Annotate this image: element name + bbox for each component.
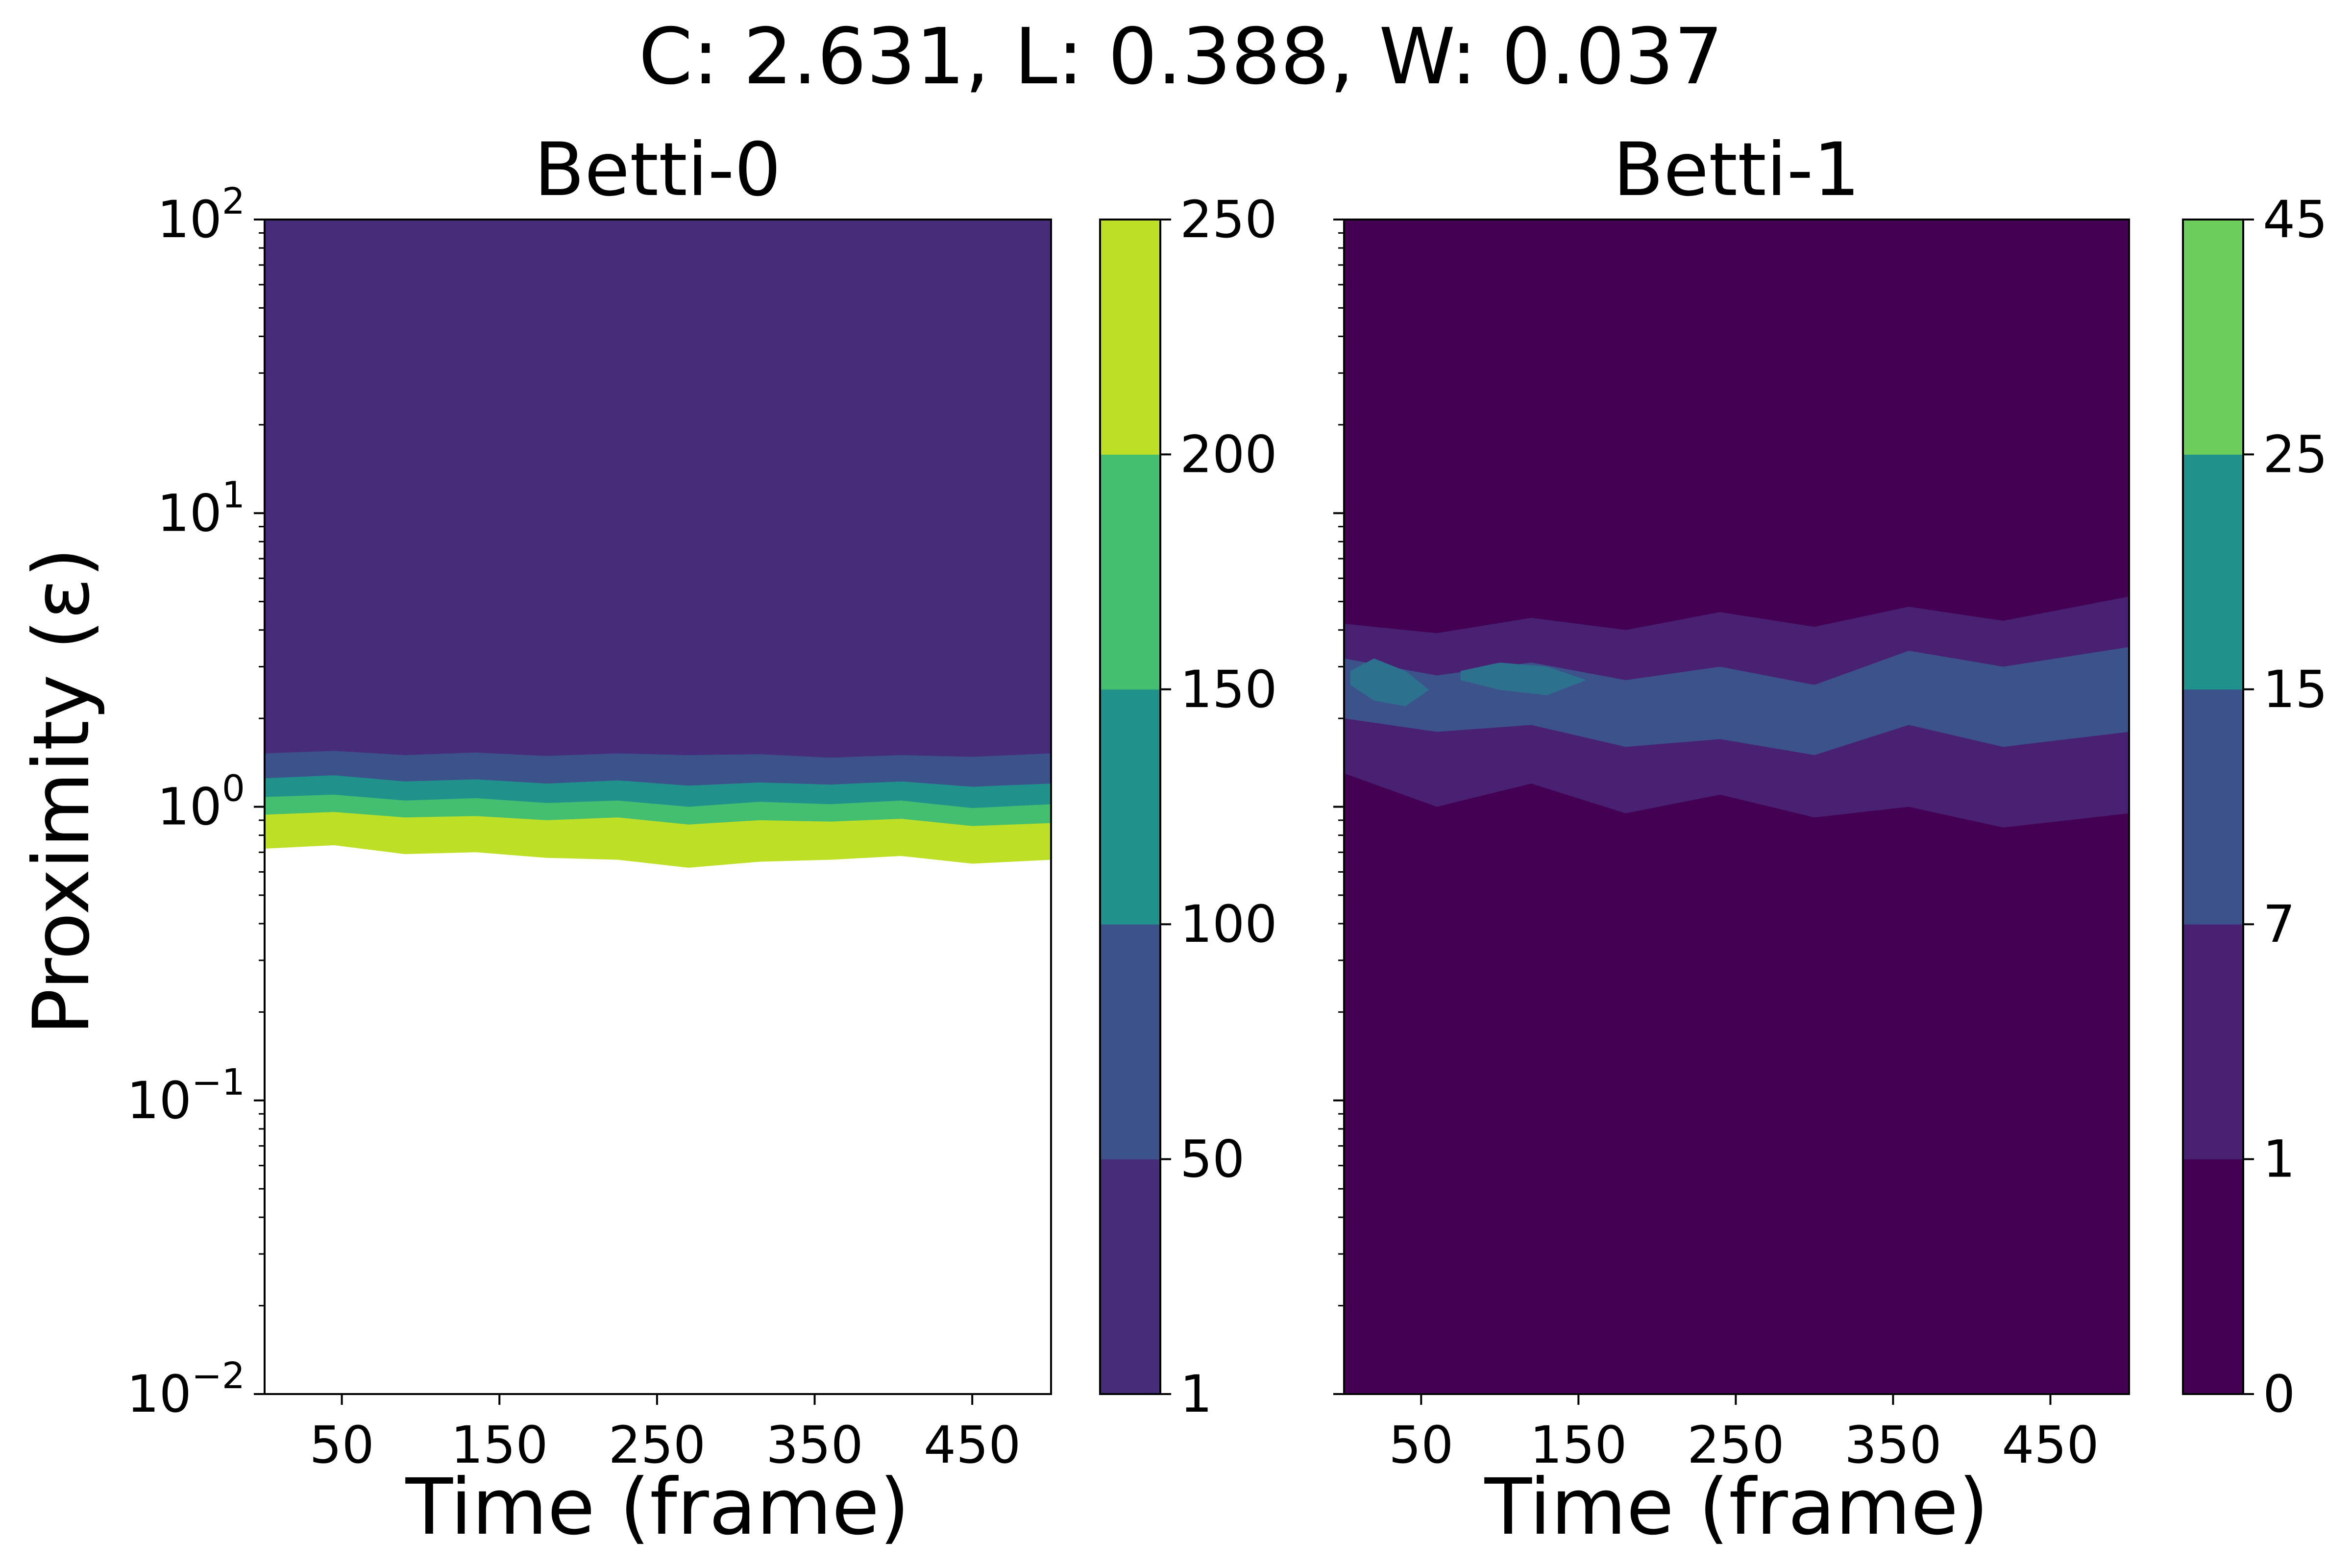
colorbar-tick-label: 1 bbox=[2263, 1129, 2295, 1189]
x-tick-label: 250 bbox=[1687, 1415, 1785, 1475]
colorbar-tick-label: 15 bbox=[2263, 660, 2328, 719]
x-tick-label: 450 bbox=[924, 1415, 1021, 1475]
contour-layer bbox=[265, 220, 1051, 1394]
colorbar-segment bbox=[1100, 454, 1160, 690]
y-tick-label: 101 bbox=[157, 474, 245, 543]
colorbar-segment bbox=[2183, 1159, 2243, 1395]
colorbar-frame bbox=[1099, 219, 1161, 1395]
colorbar-segment bbox=[1100, 924, 1160, 1160]
colorbar-tick-label: 100 bbox=[1180, 894, 1277, 954]
betti-0-xlabel: Time (frame) bbox=[405, 1462, 910, 1552]
colorbar-segment bbox=[2183, 454, 2243, 690]
colorbar-tick-label: 0 bbox=[2263, 1364, 2295, 1424]
colorbar-segment bbox=[2183, 924, 2243, 1160]
betti-1-y-axis bbox=[1333, 219, 1344, 1395]
colorbar-tick-label: 7 bbox=[2263, 894, 2295, 954]
contour-layer bbox=[1344, 220, 2129, 1394]
colorbar-segment bbox=[1100, 689, 1160, 925]
x-tick-label: 350 bbox=[766, 1415, 863, 1475]
x-tick-label: 50 bbox=[309, 1415, 374, 1475]
colorbar-segment bbox=[2183, 220, 2243, 455]
colorbar-segment bbox=[1100, 220, 1160, 455]
x-tick-label: 150 bbox=[1530, 1415, 1627, 1475]
y-tick-label: 10−1 bbox=[127, 1061, 245, 1130]
betti-1-panel: Betti-1 50 150 250 350 450 Time (frame) 0 1 7 1… bbox=[1333, 127, 2328, 1552]
colorbar-tick-label: 45 bbox=[2263, 190, 2328, 249]
contour-band-15-patch bbox=[1460, 662, 1587, 695]
betti-1-plot-area bbox=[1343, 219, 2130, 1395]
betti-1-title: Betti-1 bbox=[1613, 127, 1860, 213]
x-tick-label: 50 bbox=[1389, 1415, 1453, 1475]
colorbar-tick-label: 25 bbox=[2263, 424, 2328, 484]
betti-0-ylabel: Proximity (ε) bbox=[17, 547, 107, 1035]
colorbar-tick-label: 50 bbox=[1180, 1129, 1245, 1189]
betti-1-colorbar: 0 1 7 15 25 45 bbox=[2182, 190, 2328, 1424]
contour-band-50 bbox=[265, 220, 1051, 758]
betti-0-y-axis: 10−2 10−1 100 101 102 bbox=[127, 180, 265, 1424]
betti-0-plot-area bbox=[264, 219, 1052, 1395]
x-tick-label: 250 bbox=[609, 1415, 706, 1475]
betti-1-x-axis: 50 150 250 350 450 bbox=[1389, 1394, 2099, 1475]
y-tick-label: 10−2 bbox=[127, 1355, 245, 1424]
colorbar-frame bbox=[2182, 219, 2244, 1395]
betti-1-xlabel: Time (frame) bbox=[1484, 1462, 1989, 1552]
colorbar-tick-label: 150 bbox=[1180, 660, 1277, 719]
colorbar-tick-label: 1 bbox=[1180, 1364, 1212, 1424]
x-tick-label: 150 bbox=[451, 1415, 548, 1475]
betti-0-panel: Betti-0 50 150 250 350 450 10−210−1100101102… bbox=[17, 127, 1277, 1552]
colorbar-segment bbox=[2183, 689, 2243, 925]
y-tick-label: 102 bbox=[157, 180, 245, 249]
x-tick-label: 350 bbox=[1844, 1415, 1942, 1475]
colorbar-tick-label: 250 bbox=[1180, 190, 1277, 249]
colorbar-tick-label: 200 bbox=[1180, 424, 1277, 484]
betti-0-title: Betti-0 bbox=[534, 127, 781, 213]
contour-band-15-patch bbox=[1350, 658, 1429, 707]
figure-suptitle: C: 2.631, L: 0.388, W: 0.037 bbox=[638, 12, 1723, 102]
x-tick-label: 450 bbox=[2002, 1415, 2099, 1475]
colorbar-segment bbox=[1100, 1159, 1160, 1395]
betti-0-x-axis: 50 150 250 350 450 bbox=[309, 1394, 1021, 1475]
y-tick-label: 100 bbox=[157, 768, 245, 837]
